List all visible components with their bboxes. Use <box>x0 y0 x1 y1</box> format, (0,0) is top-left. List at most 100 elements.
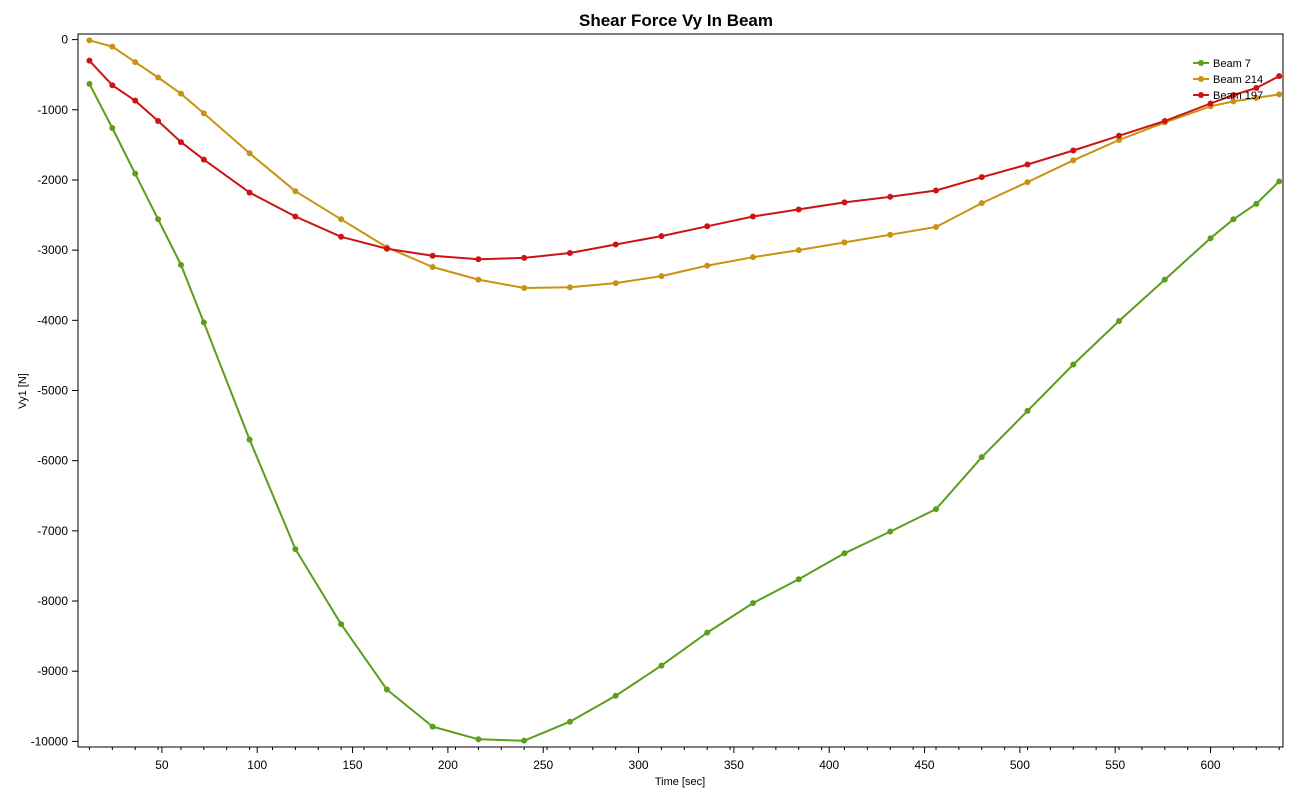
x-tick-label: 100 <box>247 758 267 772</box>
y-tick-label: -10000 <box>31 734 69 748</box>
data-point <box>429 252 436 259</box>
y-axis-label: Vy1 [N] <box>17 373 29 409</box>
data-point <box>1024 407 1031 414</box>
x-axis-label: Time [sec] <box>655 776 705 788</box>
data-point <box>1024 179 1031 186</box>
y-tick-label: -4000 <box>37 313 68 327</box>
legend-swatch-marker <box>1198 60 1204 66</box>
legend-item: Beam 7 <box>1193 58 1251 70</box>
series-beam-7 <box>86 80 1283 744</box>
data-point <box>1276 178 1283 185</box>
data-point <box>1116 132 1123 139</box>
data-point <box>1161 118 1168 125</box>
data-point <box>521 285 528 292</box>
data-point <box>292 546 299 553</box>
legend-item: Beam 197 <box>1193 90 1263 102</box>
data-point <box>704 629 711 636</box>
data-point <box>155 216 162 223</box>
data-point <box>383 245 390 252</box>
y-tick-label: -1000 <box>37 103 68 117</box>
y-axis-ticks: 0 -1000 -2000 -3000 -4000 -5000 -6000 -7000 -800… <box>31 33 78 748</box>
x-tick-label: 550 <box>1105 758 1125 772</box>
plot-area <box>77 33 1284 748</box>
data-point <box>566 718 573 725</box>
data-point <box>566 249 573 256</box>
data-point <box>887 193 894 200</box>
data-point <box>155 118 162 125</box>
x-tick-label: 400 <box>819 758 839 772</box>
data-point <box>200 110 207 117</box>
data-point <box>1070 361 1077 368</box>
data-point <box>429 723 436 730</box>
data-point <box>200 156 207 163</box>
data-point <box>612 280 619 287</box>
data-point <box>246 150 253 157</box>
data-point <box>978 200 985 207</box>
data-point <box>1253 94 1260 101</box>
y-tick-label: -7000 <box>37 524 68 538</box>
data-point <box>1207 100 1214 107</box>
data-point <box>200 319 207 326</box>
data-point <box>86 80 93 87</box>
data-point <box>932 223 939 230</box>
data-point <box>749 254 756 261</box>
data-point <box>1116 136 1123 143</box>
x-tick-label: 250 <box>533 758 553 772</box>
x-tick-label: 150 <box>343 758 363 772</box>
data-point <box>749 213 756 220</box>
y-tick-label: -3000 <box>37 243 68 257</box>
data-point <box>612 692 619 699</box>
data-point <box>841 239 848 246</box>
data-point <box>1230 92 1237 99</box>
data-point <box>1253 200 1260 207</box>
data-point <box>177 261 184 268</box>
legend: Beam 7 Beam 214 Beam 197 <box>1193 58 1263 102</box>
data-point <box>795 576 802 583</box>
x-tick-label: 450 <box>915 758 935 772</box>
data-point <box>795 247 802 254</box>
data-point <box>1276 73 1283 80</box>
data-point <box>521 254 528 261</box>
series-layer <box>86 37 1283 744</box>
data-point <box>887 231 894 238</box>
data-point <box>704 223 711 230</box>
data-point <box>1024 161 1031 168</box>
data-point <box>932 506 939 513</box>
y-tick-label: -8000 <box>37 594 68 608</box>
data-point <box>658 233 665 240</box>
data-point <box>1253 85 1260 92</box>
data-point <box>132 97 139 104</box>
data-point <box>132 59 139 66</box>
legend-item: Beam 214 <box>1193 74 1263 86</box>
x-tick-label: 300 <box>629 758 649 772</box>
y-tick-label: 0 <box>61 33 68 47</box>
data-point <box>155 74 162 81</box>
data-point <box>246 189 253 196</box>
legend-label: Beam 197 <box>1213 90 1263 102</box>
data-point <box>1230 98 1237 105</box>
data-point <box>109 125 116 132</box>
y-tick-label: -5000 <box>37 384 68 398</box>
data-point <box>1161 276 1168 283</box>
series-beam-197 <box>86 57 1283 263</box>
data-point <box>292 213 299 220</box>
data-point <box>1276 91 1283 98</box>
data-point <box>749 600 756 607</box>
data-point <box>132 170 139 177</box>
data-point <box>887 528 894 535</box>
legend-swatch-marker <box>1198 92 1204 98</box>
data-point <box>1230 216 1237 223</box>
data-point <box>429 263 436 270</box>
data-point <box>246 436 253 443</box>
data-point <box>658 662 665 669</box>
data-point <box>566 284 573 291</box>
data-point <box>841 199 848 206</box>
data-point <box>612 241 619 248</box>
data-point <box>338 233 345 240</box>
data-point <box>475 736 482 743</box>
data-point <box>978 174 985 181</box>
legend-label: Beam 214 <box>1213 74 1263 86</box>
y-tick-label: -2000 <box>37 173 68 187</box>
legend-label: Beam 7 <box>1213 58 1251 70</box>
data-point <box>86 57 93 64</box>
